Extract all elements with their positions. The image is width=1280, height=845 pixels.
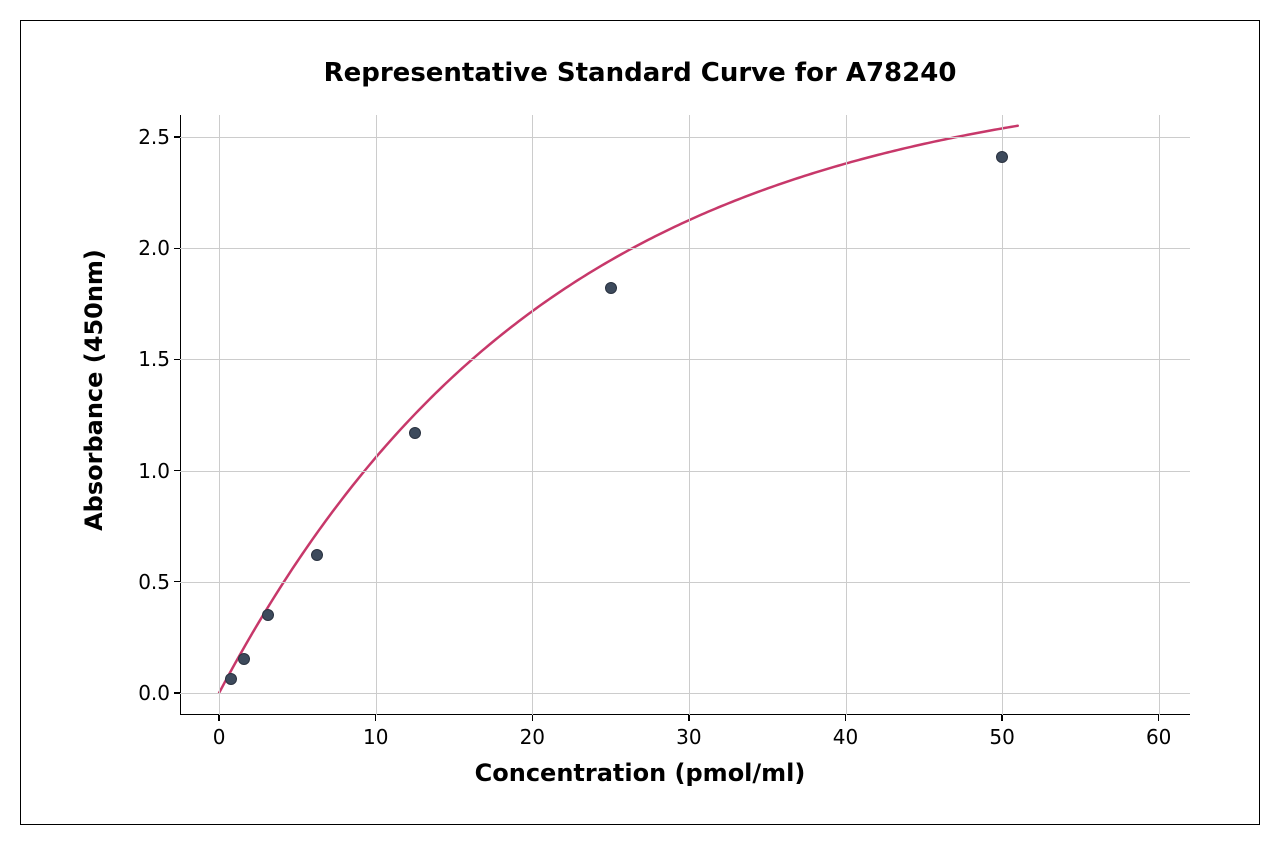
y-tick xyxy=(174,359,180,361)
gridline-vertical xyxy=(846,115,847,715)
data-point-marker xyxy=(996,151,1008,163)
y-tick-label: 0.5 xyxy=(130,570,170,594)
x-tick xyxy=(1158,715,1160,721)
y-tick-label: 1.5 xyxy=(130,347,170,371)
y-tick-label: 0.0 xyxy=(130,681,170,705)
gridline-horizontal xyxy=(180,248,1190,249)
x-tick xyxy=(1001,715,1003,721)
plot-spines xyxy=(180,115,1190,715)
gridline-horizontal xyxy=(180,693,1190,694)
x-tick-label: 20 xyxy=(520,725,545,749)
plot-area xyxy=(180,115,1190,715)
gridline-horizontal xyxy=(180,471,1190,472)
y-tick-label: 2.0 xyxy=(130,236,170,260)
gridline-vertical xyxy=(689,115,690,715)
fitted-curve xyxy=(219,126,1018,693)
y-axis-label: Absorbance (450nm) xyxy=(80,225,108,555)
chart-title: Representative Standard Curve for A78240 xyxy=(0,58,1280,88)
y-tick xyxy=(174,581,180,583)
data-point-marker xyxy=(238,653,250,665)
x-tick-label: 40 xyxy=(833,725,858,749)
y-tick xyxy=(174,248,180,250)
y-tick xyxy=(174,692,180,694)
x-tick xyxy=(845,715,847,721)
gridline-horizontal xyxy=(180,582,1190,583)
gridline-vertical xyxy=(532,115,533,715)
data-point-marker xyxy=(262,609,274,621)
x-tick xyxy=(532,715,534,721)
gridline-horizontal xyxy=(180,137,1190,138)
x-tick-label: 50 xyxy=(989,725,1014,749)
gridline-vertical xyxy=(1159,115,1160,715)
x-tick-label: 30 xyxy=(676,725,701,749)
x-tick xyxy=(218,715,220,721)
y-tick-label: 2.5 xyxy=(130,125,170,149)
gridline-vertical xyxy=(376,115,377,715)
x-tick xyxy=(688,715,690,721)
y-tick xyxy=(174,136,180,138)
figure: Representative Standard Curve for A78240… xyxy=(0,0,1280,845)
x-axis-label: Concentration (pmol/ml) xyxy=(0,759,1280,787)
y-tick-label: 1.0 xyxy=(130,459,170,483)
curve-line xyxy=(180,115,1190,715)
gridline-vertical xyxy=(1002,115,1003,715)
data-point-marker xyxy=(605,282,617,294)
data-point-marker xyxy=(225,673,237,685)
x-tick-label: 0 xyxy=(213,725,226,749)
data-point-marker xyxy=(311,549,323,561)
gridline-vertical xyxy=(219,115,220,715)
x-tick-label: 10 xyxy=(363,725,388,749)
x-tick-label: 60 xyxy=(1146,725,1171,749)
gridline-horizontal xyxy=(180,359,1190,360)
x-tick xyxy=(375,715,377,721)
y-tick xyxy=(174,470,180,472)
data-point-marker xyxy=(409,427,421,439)
